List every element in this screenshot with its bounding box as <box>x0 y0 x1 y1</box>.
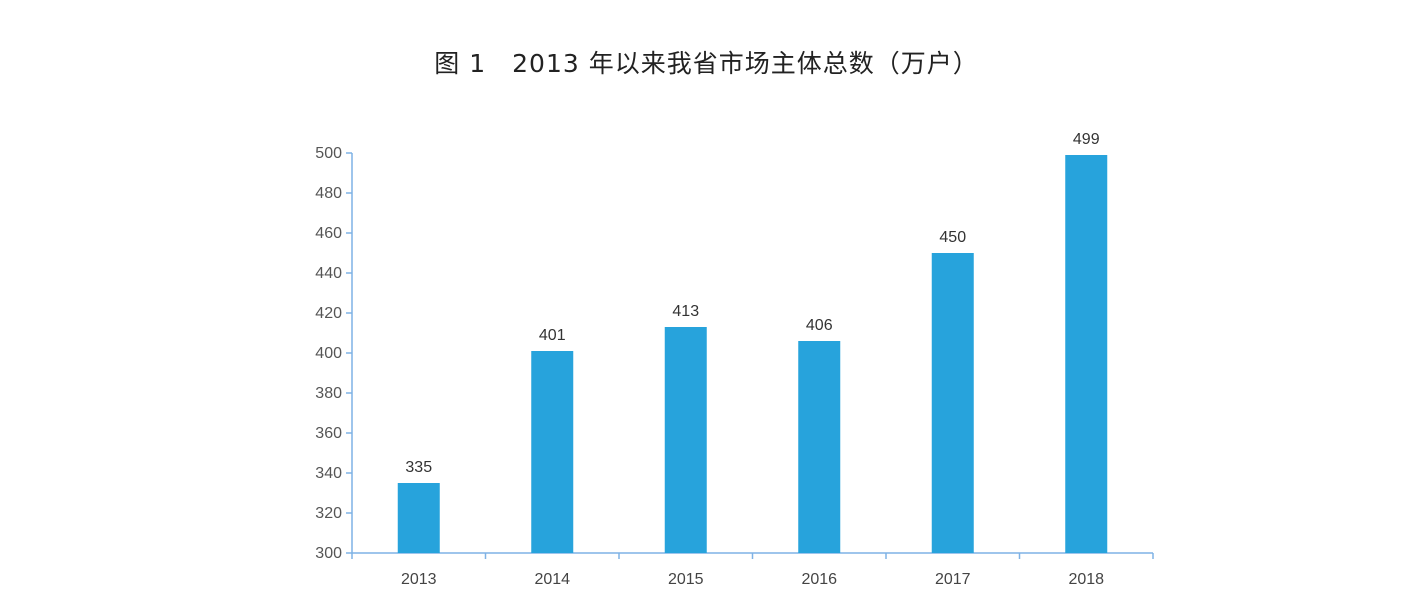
x-tick-label: 2016 <box>801 571 837 588</box>
chart-labels: 335 2013 401 2014 413 2015 406 2016 450 2017 499 20… <box>401 131 1104 588</box>
y-tick-label: 460 <box>315 225 342 242</box>
y-tick-label: 320 <box>315 505 342 522</box>
data-label: 413 <box>672 303 699 320</box>
y-tick-label: 300 <box>315 545 342 562</box>
bar <box>531 351 574 553</box>
x-tick-label: 2017 <box>935 571 971 588</box>
data-label: 499 <box>1073 131 1100 148</box>
y-tick-label: 480 <box>315 185 342 202</box>
y-tick-label: 360 <box>315 425 342 442</box>
x-tick-label: 2014 <box>534 571 570 588</box>
y-tick-label: 400 <box>315 345 342 362</box>
y-tick-label: 420 <box>315 305 342 322</box>
data-label: 406 <box>806 317 833 334</box>
data-label: 450 <box>939 229 966 246</box>
y-tick-label: 500 <box>315 145 342 162</box>
x-tick-label: 2018 <box>1068 571 1104 588</box>
chart-title: 图 1 2013 年以来我省市场主体总数（万户） <box>434 49 979 78</box>
data-label: 335 <box>405 459 432 476</box>
chart-axes: 300 320 340 360 380 400 420 440 460 480 500 <box>315 145 1154 562</box>
data-label: 401 <box>539 327 566 344</box>
bar <box>931 253 974 553</box>
chart-bars <box>397 155 1108 553</box>
bar <box>1065 155 1108 553</box>
bar <box>397 483 440 553</box>
bar <box>798 341 841 553</box>
y-tick-label: 380 <box>315 385 342 402</box>
bar <box>664 327 707 553</box>
x-tick-label: 2015 <box>668 571 704 588</box>
y-tick-label: 340 <box>315 465 342 482</box>
y-tick-label: 440 <box>315 265 342 282</box>
x-tick-label: 2013 <box>401 571 437 588</box>
